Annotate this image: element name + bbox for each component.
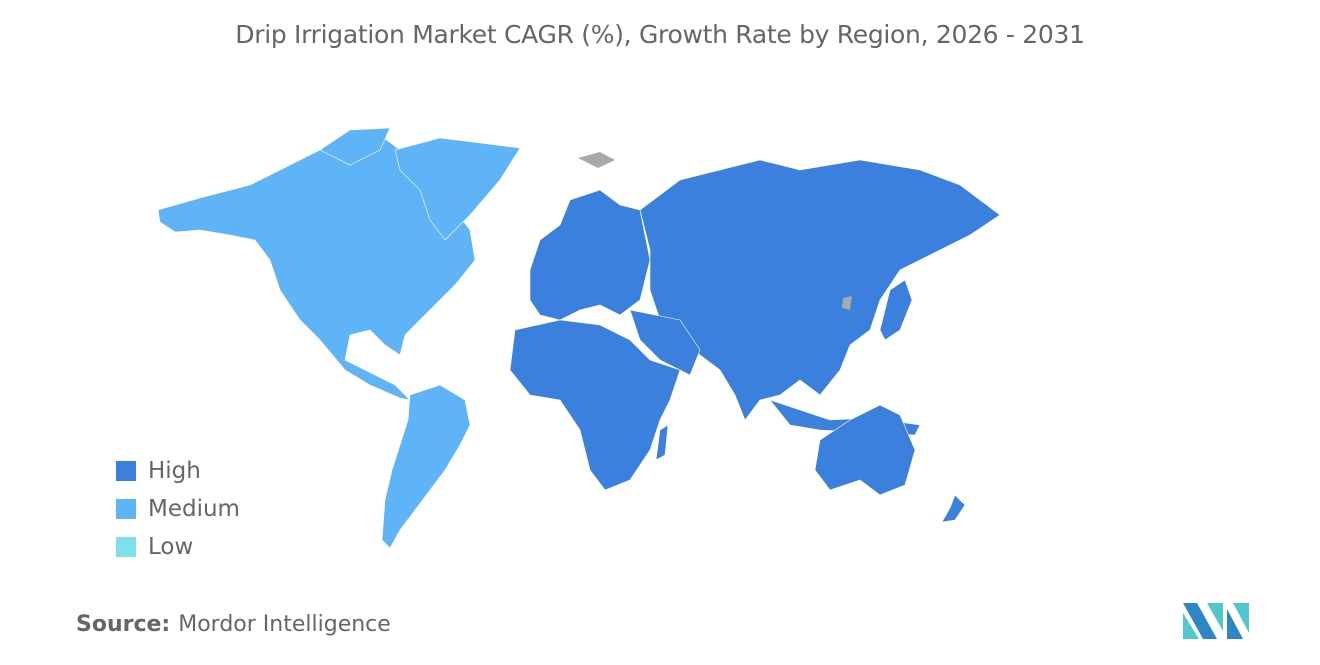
source-note: Source: Mordor Intelligence: [76, 612, 391, 637]
madagascar: [655, 424, 669, 461]
australia: [814, 404, 916, 496]
new-zealand: [941, 494, 966, 523]
legend-item-medium: Medium: [116, 490, 240, 528]
legend-swatch-medium: [116, 499, 136, 519]
africa: [509, 319, 681, 491]
region-middle-east-africa: [509, 309, 701, 491]
greenland: [394, 137, 521, 241]
legend-swatch-high: [116, 461, 136, 481]
svalbard: [578, 152, 615, 168]
south-america: [381, 384, 471, 549]
middle-east: [629, 309, 701, 376]
region-north-america: [157, 127, 521, 401]
legend-item-low: Low: [116, 528, 240, 566]
north-america: [157, 134, 476, 401]
map-legend: High Medium Low: [116, 452, 240, 566]
region-asia-pacific: [639, 159, 1001, 523]
europe: [529, 189, 651, 321]
region-europe: [529, 189, 651, 321]
chart-title: Drip Irrigation Market CAGR (%), Growth …: [235, 20, 1085, 49]
russia-asia: [639, 159, 1001, 421]
region-south-america: [381, 384, 471, 549]
north-korea: [842, 296, 852, 310]
legend-item-high: High: [116, 452, 240, 490]
no-data-areas: [578, 152, 852, 310]
japan: [879, 279, 913, 341]
arctic-islands: [319, 127, 391, 166]
mordor-intelligence-logo: [1183, 603, 1249, 639]
legend-swatch-low: [116, 537, 136, 557]
